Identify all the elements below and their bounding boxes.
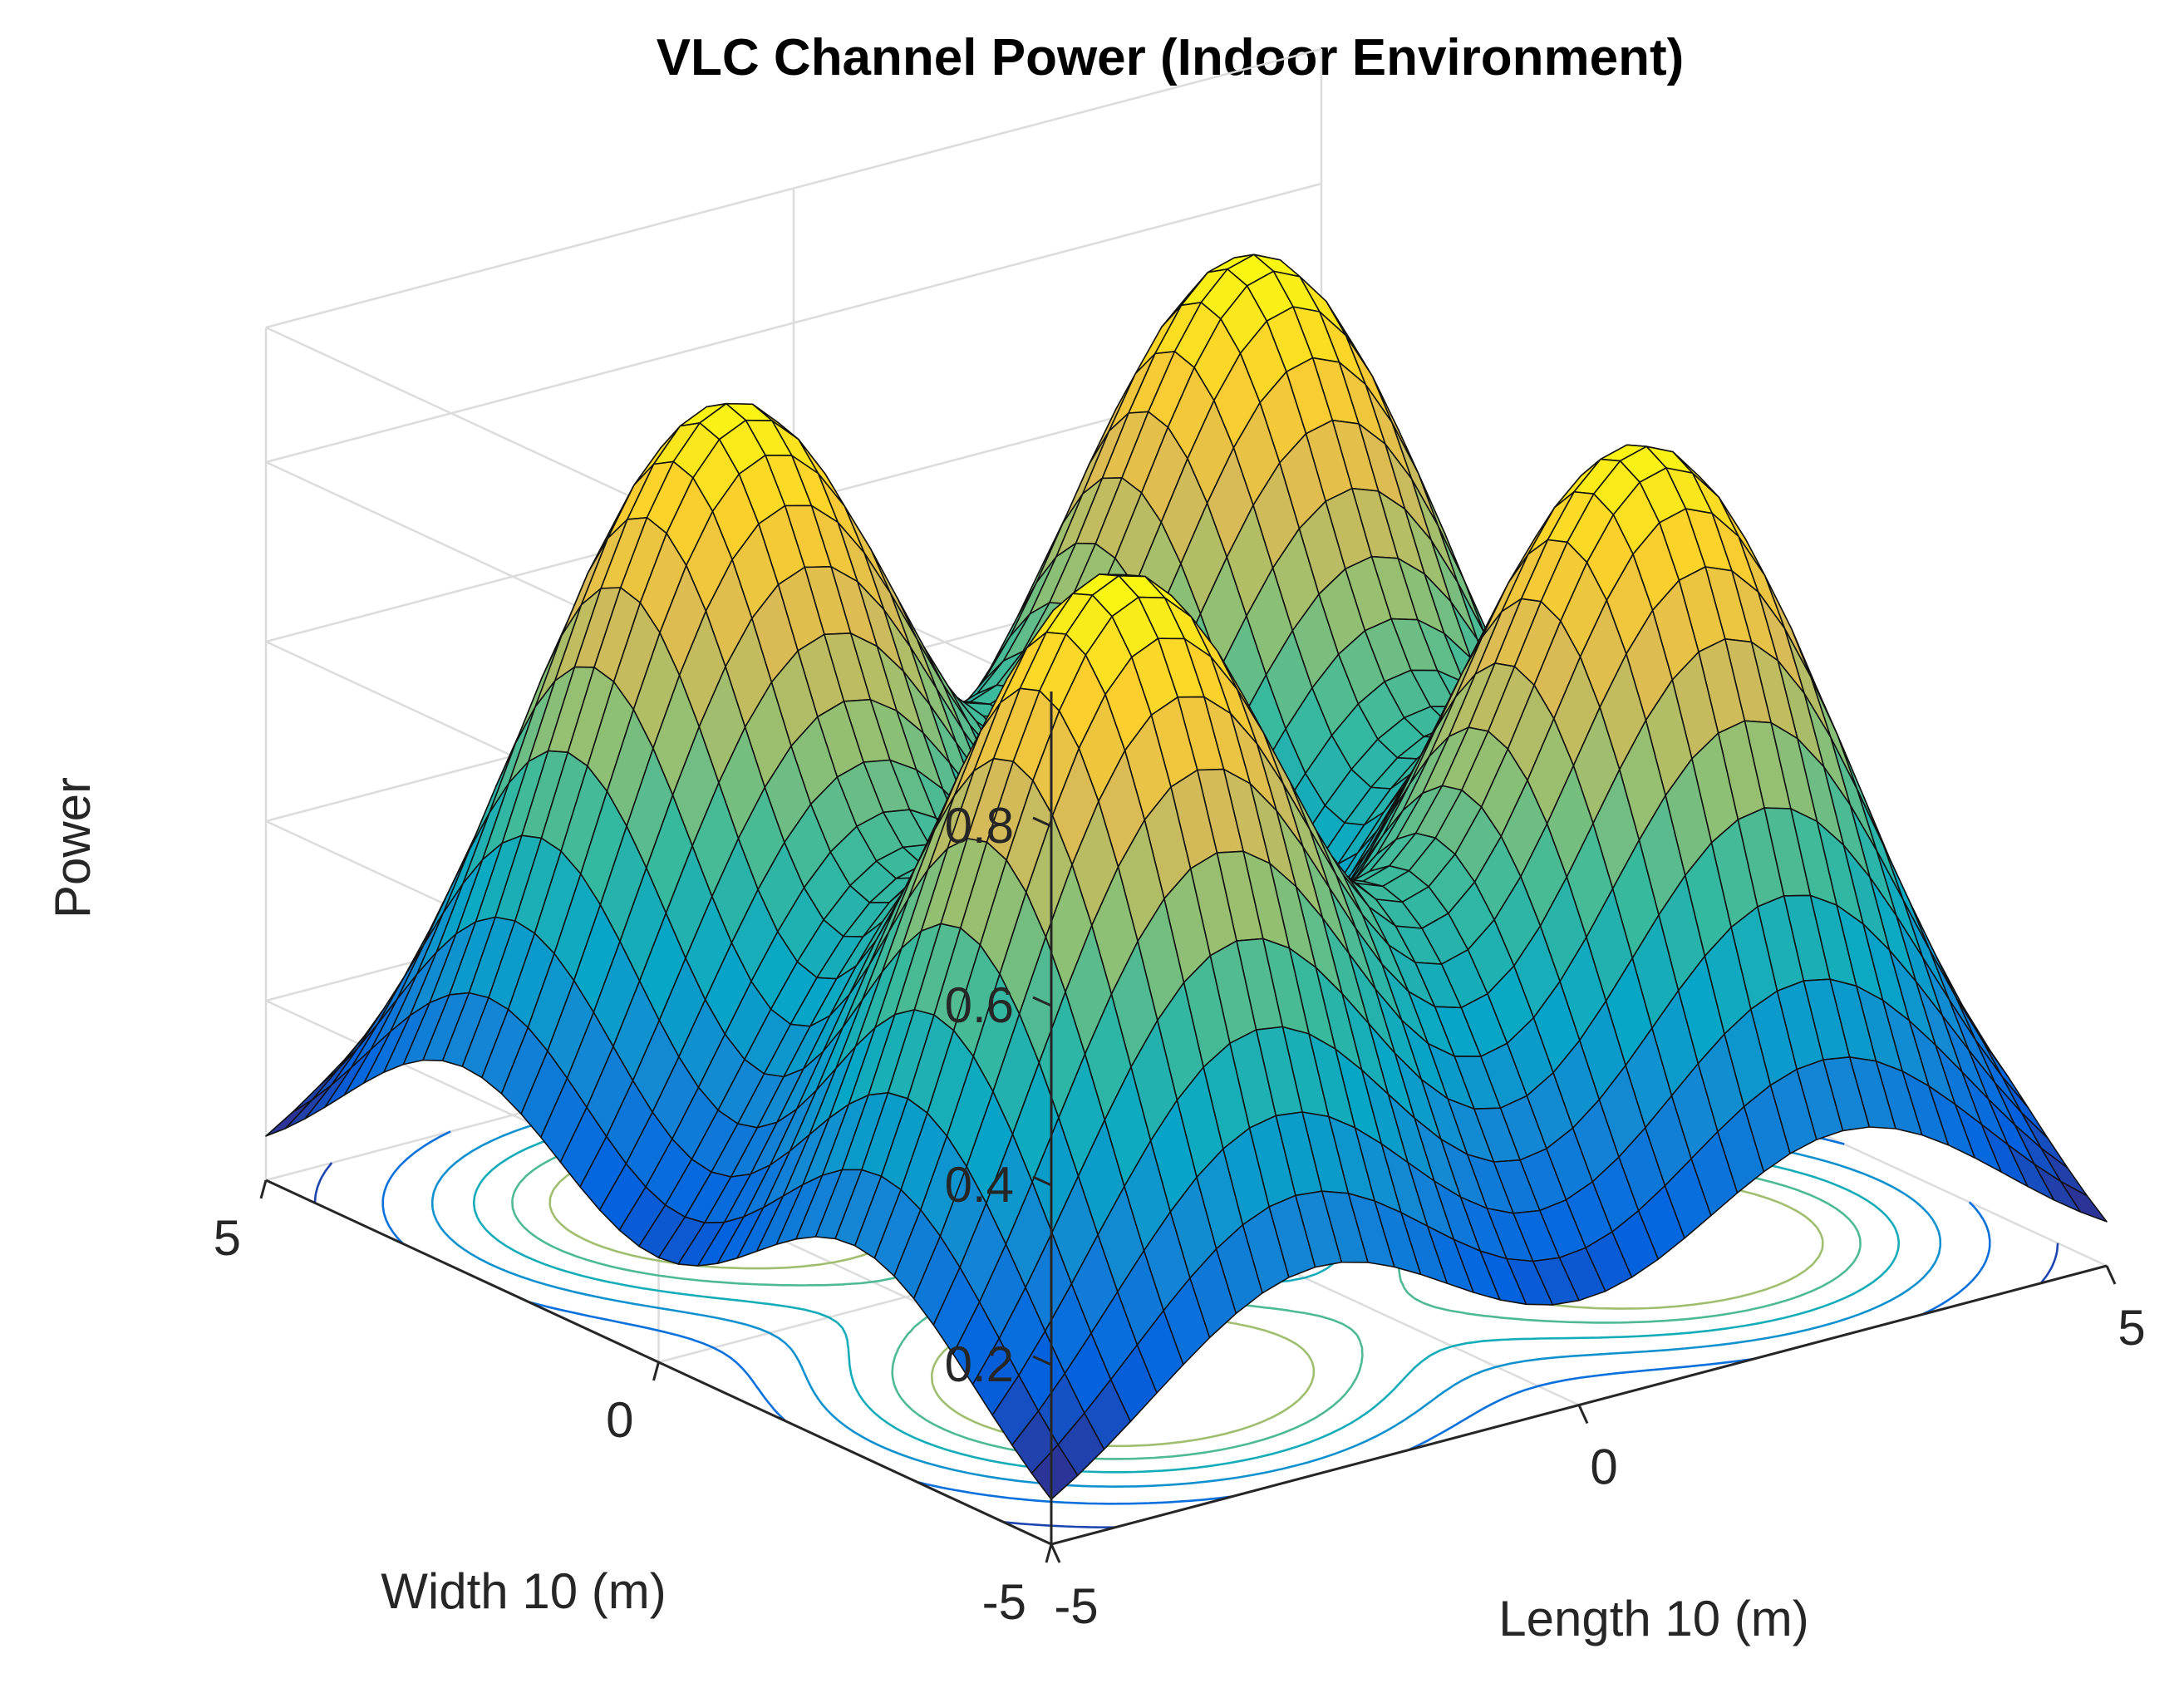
y-tick-label: -5: [982, 1574, 1026, 1630]
y-tick-0: [1045, 1543, 1053, 1563]
x-tick-1: [1577, 1404, 1589, 1425]
y-tick-2: [259, 1179, 268, 1199]
y-tick-1: [652, 1361, 660, 1381]
x-tick-label: 0: [1590, 1440, 1617, 1495]
axes-layer: 0.2 0.4 0.6 0.8 -5 0 5 -5 0 5: [214, 691, 2146, 1634]
x-tick-0: [1050, 1543, 1061, 1563]
surface-face: [1031, 1444, 1079, 1500]
z-tick-3: [1032, 816, 1052, 828]
z-tick-1: [1032, 1175, 1052, 1187]
x-tick-label: -5: [1054, 1578, 1098, 1634]
z-tick-2: [1032, 996, 1052, 1007]
y-axis-label: Width 10 (m): [381, 1563, 666, 1619]
z-tick-label: 0.4: [945, 1157, 1014, 1213]
z-tick-label: 0.2: [945, 1336, 1014, 1392]
contour-level-0: [313, 918, 2059, 1528]
z-axis-label: Power: [45, 777, 101, 918]
z-tick-label: 0.8: [945, 798, 1014, 854]
surface-plot: [265, 253, 2108, 1500]
chart-title: VLC Channel Power (Indoor Environment): [657, 29, 1685, 86]
x-axis-label: Length 10 (m): [1498, 1591, 1809, 1646]
x-tick-label: 5: [2118, 1300, 2145, 1356]
z-tick-label: 0.6: [945, 977, 1014, 1033]
x-tick-2: [2105, 1265, 2117, 1285]
y-tick-label: 5: [214, 1210, 241, 1266]
y-tick-label: 0: [606, 1392, 633, 1448]
z-tick-0: [1032, 1355, 1052, 1366]
